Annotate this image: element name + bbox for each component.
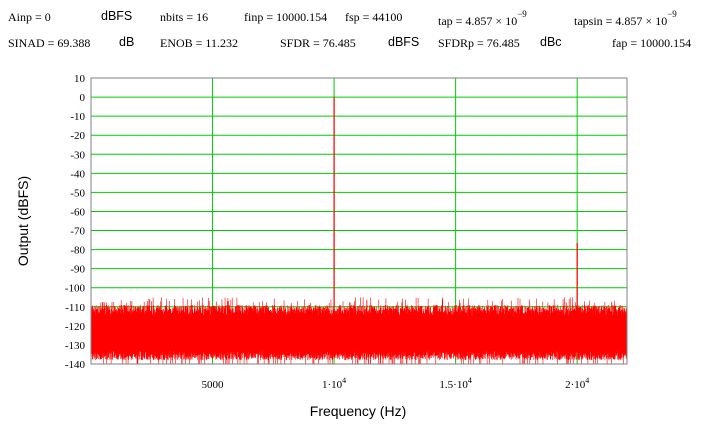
stat-fsp: fsp = 44100	[345, 10, 403, 24]
y-tick-label: -40	[70, 168, 85, 180]
y-axis-label: Output (dBFS)	[15, 176, 31, 266]
y-tick-label: -100	[65, 283, 86, 295]
y-tick-label: 10	[74, 73, 86, 85]
y-tick-labels: 10 0 -10 -20 -30 -40 -50 -60 -70 -80 -90 -100 -110 -1…	[65, 73, 86, 371]
stat-fap: fap = 10000.154	[612, 36, 692, 50]
stat-enob: ENOB = 11.232	[160, 36, 238, 50]
y-tick-label: 0	[80, 92, 86, 104]
y-tick-label: -50	[70, 187, 85, 199]
y-tick-label: -70	[70, 226, 85, 238]
x-axis-label: Frequency (Hz)	[310, 403, 406, 419]
y-tick-label: -130	[65, 340, 86, 352]
stat-sinad: SINAD = 69.388	[8, 36, 91, 50]
y-tick-label: -80	[70, 245, 85, 257]
x-tick-label: 5000	[202, 379, 225, 391]
noise-floor-trace	[90, 297, 628, 364]
y-tick-label: -120	[65, 321, 86, 333]
stat-sfdrp: SFDRp = 76.485	[438, 36, 520, 50]
stat-sfdrp-unit: dBc	[540, 35, 562, 49]
x-tick-label: 2·104	[565, 376, 589, 391]
stat-ainp-unit: dBFS	[101, 9, 133, 23]
noise-floor	[90, 297, 628, 364]
y-tick-label: -60	[70, 206, 85, 218]
x-tick-labels: 5000 1·104 1.5·104 2·104	[202, 376, 590, 391]
spectral-peaks	[333, 97, 578, 311]
stat-tapsin-base: tapsin = 4.857 × 10	[574, 14, 668, 28]
plot-frame	[90, 77, 628, 365]
stat-tapsin-exp: −9	[667, 9, 677, 19]
stat-sfdr-unit: dBFS	[388, 35, 420, 49]
y-tick-label: -90	[70, 264, 85, 276]
x-tick-label: 1·104	[322, 376, 346, 391]
stat-tap-exp: −9	[517, 9, 527, 19]
stat-finp: finp = 10000.154	[244, 10, 328, 24]
stat-sinad-unit: dB	[119, 35, 135, 49]
stat-ainp: Ainp = 0	[8, 10, 51, 24]
x-tick-label: 1.5·104	[439, 376, 471, 391]
stat-tap-base: tap = 4.857 × 10	[438, 14, 518, 28]
stat-tapsin: tapsin = 4.857 × 10−9	[574, 9, 677, 28]
y-tick-label: -30	[70, 149, 85, 161]
y-tick-label: -140	[65, 359, 86, 371]
stat-tap: tap = 4.857 × 10−9	[438, 9, 527, 28]
stat-nbits: nbits = 16	[160, 10, 209, 24]
stat-sfdr: SFDR = 76.485	[280, 36, 356, 50]
y-tick-label: -10	[70, 111, 85, 123]
y-tick-label: -110	[65, 302, 85, 314]
y-tick-label: -20	[70, 130, 85, 142]
